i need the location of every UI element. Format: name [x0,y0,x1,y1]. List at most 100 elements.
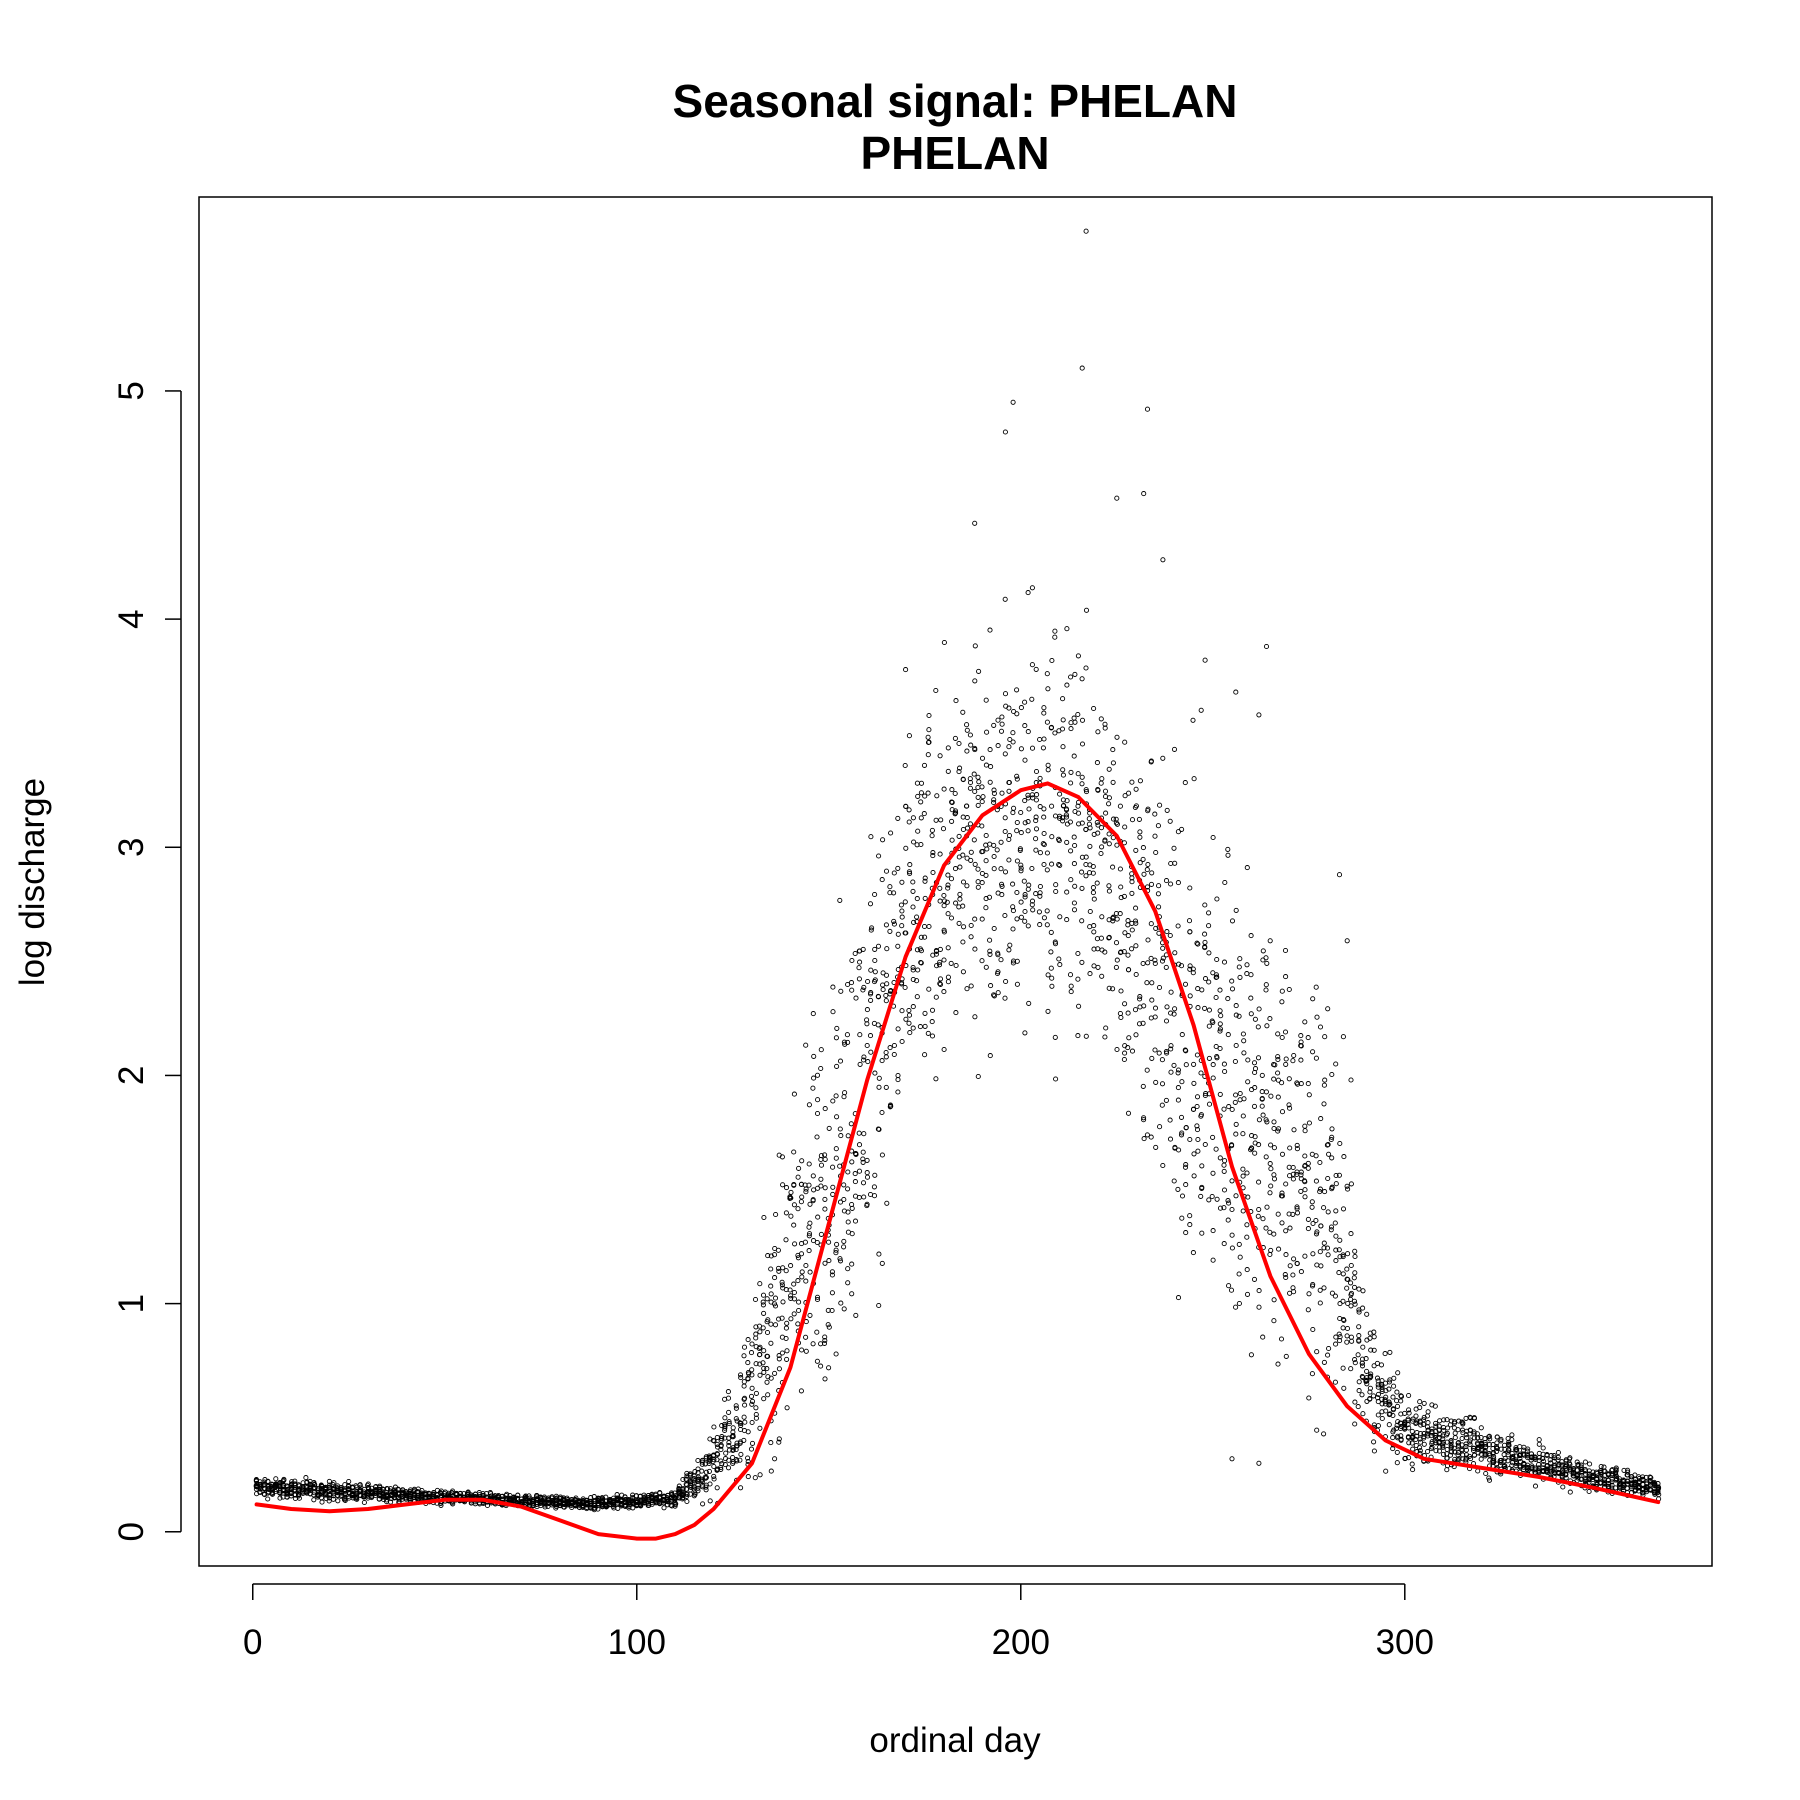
scatter-point [1282,947,1289,954]
scatter-point [1317,1186,1323,1192]
scatter-point [922,793,928,799]
scatter-point [1033,797,1039,803]
scatter-point [1141,1136,1147,1142]
scatter-point [688,1480,694,1486]
scatter-point [815,1214,821,1220]
scatter-point [1414,1433,1420,1439]
scatter-point [972,916,978,922]
scatter-point [711,1473,717,1479]
scatter-point [841,1182,847,1188]
scatter-point [822,1376,828,1382]
scatter-point [1232,1058,1238,1065]
scatter-point [1440,1451,1447,1457]
scatter-point [953,698,959,704]
scatter-point [1267,1229,1273,1235]
scatter-point [1037,736,1043,743]
scatter-point [680,1476,686,1483]
scatter-point [1079,820,1085,826]
scatter-point [1114,916,1120,922]
scatter-point [1129,779,1135,785]
scatter-point [1455,1452,1461,1458]
scatter-point [779,1282,785,1288]
scatter-point [1198,1112,1204,1118]
scatter-point [1336,872,1343,878]
scatter-point [1240,1208,1246,1214]
scatter-point [791,1311,797,1317]
scatter-point [910,1025,916,1031]
scatter-point [964,883,970,889]
scatter-point [1129,817,1136,823]
scatter-point [1371,1448,1377,1454]
scatter-point [968,983,974,989]
scatter-point [1248,995,1254,1001]
scatter-point [749,1398,756,1404]
scatter-point [1106,841,1112,847]
scatter-point [326,1498,332,1504]
scatter-point [1094,760,1100,766]
scatter-point [737,1372,744,1378]
scatter-point [826,1125,832,1131]
scatter-point [902,899,908,905]
scatter-point [841,1306,847,1312]
scatter-point [1118,949,1124,955]
scatter-point [1344,938,1350,944]
scatter-point [799,1274,805,1280]
scatter-point [1160,755,1166,761]
scatter-point [845,1133,851,1139]
scatter-point [1033,818,1039,824]
scatter-point [1486,1441,1492,1448]
scatter-point [1417,1448,1423,1454]
scatter-point [1279,1220,1285,1226]
scatter-point [1221,959,1228,965]
scatter-point [1133,920,1139,926]
scatter-point [1271,1231,1277,1237]
scatter-point [807,1312,813,1318]
scatter-point [289,1479,295,1485]
scatter-point [1225,1032,1231,1038]
scatter-point [1574,1459,1580,1465]
scatter-point [907,1030,913,1036]
scatter-point [906,1012,913,1018]
scatter-point [1344,1183,1350,1189]
scatter-point [1352,1270,1358,1276]
scatter-point [1071,900,1077,906]
scatter-point [330,1496,336,1502]
scatter-point [837,1258,844,1264]
scatter-point [1052,1034,1058,1040]
scatter-point [1448,1438,1454,1444]
scatter-point [783,1237,789,1243]
scatter-point [906,819,912,825]
scatter-point [898,902,904,908]
scatter-point [930,869,936,876]
scatter-point [1040,841,1046,847]
scatter-point [991,797,997,803]
scatter-point [1229,1143,1235,1149]
scatter-point [1609,1482,1615,1488]
scatter-point [1025,590,1031,596]
scatter-point [1233,1304,1239,1310]
scatter-point [1121,893,1127,899]
scatter-point [806,1233,812,1239]
scatter-point [1057,791,1063,797]
scatter-point [745,1375,751,1381]
scatter-point [865,978,871,985]
scatter-point [741,1379,747,1385]
scatter-point [818,1065,824,1072]
scatter-point [776,1366,782,1372]
scatter-point [1294,1206,1300,1212]
scatter-point [941,898,948,904]
scatter-point [1283,1252,1289,1258]
scatter-point [830,1184,836,1190]
scatter-point [1310,1049,1316,1055]
scatter-point [776,1268,782,1274]
scatter-point [957,864,963,870]
scatter-point [692,1491,698,1498]
scatter-point [1014,819,1020,826]
scatter-point [1187,966,1193,972]
scatter-point [753,1390,759,1396]
scatter-point [1471,1415,1477,1421]
scatter-point [1090,885,1096,891]
scatter-point [1375,1423,1381,1429]
scatter-point [1352,1301,1358,1307]
scatter-point [852,1218,859,1224]
